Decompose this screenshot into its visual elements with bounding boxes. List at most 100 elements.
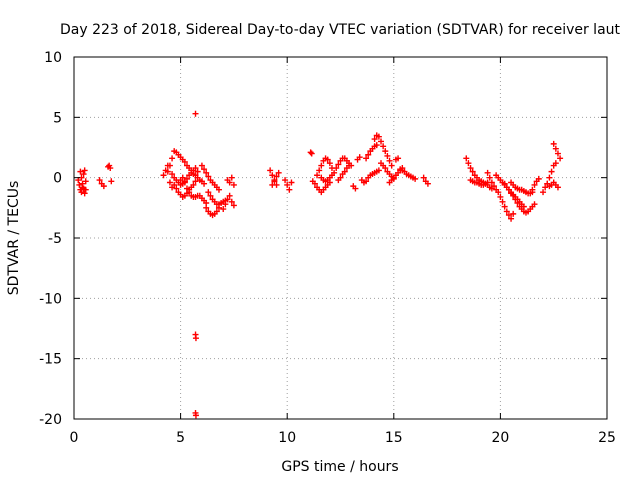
y-tick-label: -5 — [48, 231, 62, 247]
data-point — [108, 178, 115, 185]
data-point — [548, 168, 555, 175]
data-point — [346, 162, 353, 169]
data-point — [326, 160, 333, 167]
data-point — [79, 180, 86, 187]
data-point — [213, 208, 220, 215]
data-point — [335, 161, 342, 168]
x-tick-label: 0 — [70, 430, 79, 446]
y-tick-label: -20 — [39, 412, 62, 428]
data-point — [173, 185, 180, 192]
data-point — [363, 178, 370, 185]
data-point — [554, 184, 561, 191]
data-point — [371, 136, 378, 143]
data-point — [324, 156, 331, 163]
data-point — [484, 169, 491, 176]
data-point — [514, 200, 521, 207]
data-point — [164, 168, 171, 175]
data-point — [288, 179, 295, 186]
data-point — [501, 180, 508, 187]
data-point — [510, 210, 517, 217]
data-point — [81, 190, 88, 197]
data-point — [535, 175, 542, 182]
y-tick-label: 10 — [44, 50, 62, 66]
data-point — [183, 185, 190, 192]
data-point — [201, 166, 208, 173]
data-point — [107, 165, 114, 172]
data-point — [82, 178, 89, 185]
data-point — [207, 192, 214, 199]
data-point — [198, 162, 205, 169]
data-point — [169, 155, 176, 162]
data-point — [352, 185, 359, 192]
data-point — [512, 196, 519, 203]
data-point — [203, 204, 210, 211]
grid-lines — [74, 57, 607, 419]
data-point — [495, 189, 502, 196]
data-point — [181, 179, 188, 186]
x-axis-label: GPS time / hours — [281, 459, 398, 475]
data-point — [497, 193, 504, 200]
data-point — [378, 138, 385, 145]
data-point — [267, 167, 274, 174]
data-point — [375, 133, 382, 140]
data-point — [488, 179, 495, 186]
data-point — [314, 172, 321, 179]
data-point — [380, 143, 387, 150]
data-point — [284, 181, 291, 188]
data-point — [192, 165, 199, 172]
data-point — [420, 174, 427, 181]
data-point — [82, 186, 89, 193]
data-point — [531, 181, 538, 188]
x-tick-label: 25 — [598, 430, 616, 446]
data-point — [222, 201, 229, 208]
data-point — [183, 175, 190, 182]
data-point — [540, 189, 547, 196]
data-point — [529, 186, 536, 193]
data-point — [205, 173, 212, 180]
data-point — [275, 169, 282, 176]
data-point — [510, 192, 517, 199]
data-point — [412, 175, 419, 182]
data-point — [80, 171, 87, 178]
data-point — [365, 151, 372, 158]
data-point — [550, 140, 557, 147]
data-point — [192, 110, 199, 117]
data-point — [308, 150, 315, 157]
data-point — [311, 180, 318, 187]
axis-ticks — [73, 56, 608, 420]
data-point — [166, 179, 173, 186]
x-tick-label: 10 — [278, 430, 296, 446]
data-point — [166, 162, 173, 169]
data-point — [179, 174, 186, 181]
data-point — [269, 181, 276, 188]
data-point — [78, 189, 85, 196]
data-point — [531, 201, 538, 208]
data-point — [373, 142, 380, 149]
data-point — [557, 155, 564, 162]
data-point — [271, 178, 278, 185]
data-point — [100, 183, 107, 190]
data-point — [205, 189, 212, 196]
data-point — [230, 202, 237, 209]
data-point — [228, 198, 235, 205]
y-tick-label: -15 — [39, 352, 62, 368]
x-tick-label: 20 — [491, 430, 509, 446]
x-tick-label: 15 — [385, 430, 403, 446]
data-point — [160, 172, 167, 179]
data-point — [286, 186, 293, 193]
data-point — [337, 174, 344, 181]
data-point — [81, 167, 88, 174]
data-point — [554, 150, 561, 157]
data-point — [194, 168, 201, 175]
y-tick-label: 0 — [53, 171, 62, 187]
data-point — [181, 158, 188, 165]
data-point — [363, 155, 370, 162]
data-point — [424, 180, 431, 187]
data-point — [501, 203, 508, 210]
data-point — [469, 168, 476, 175]
data-point — [463, 155, 470, 162]
data-point — [388, 162, 395, 169]
data-point — [384, 152, 391, 159]
y-tick-label: -10 — [39, 291, 62, 307]
data-point — [395, 155, 402, 162]
